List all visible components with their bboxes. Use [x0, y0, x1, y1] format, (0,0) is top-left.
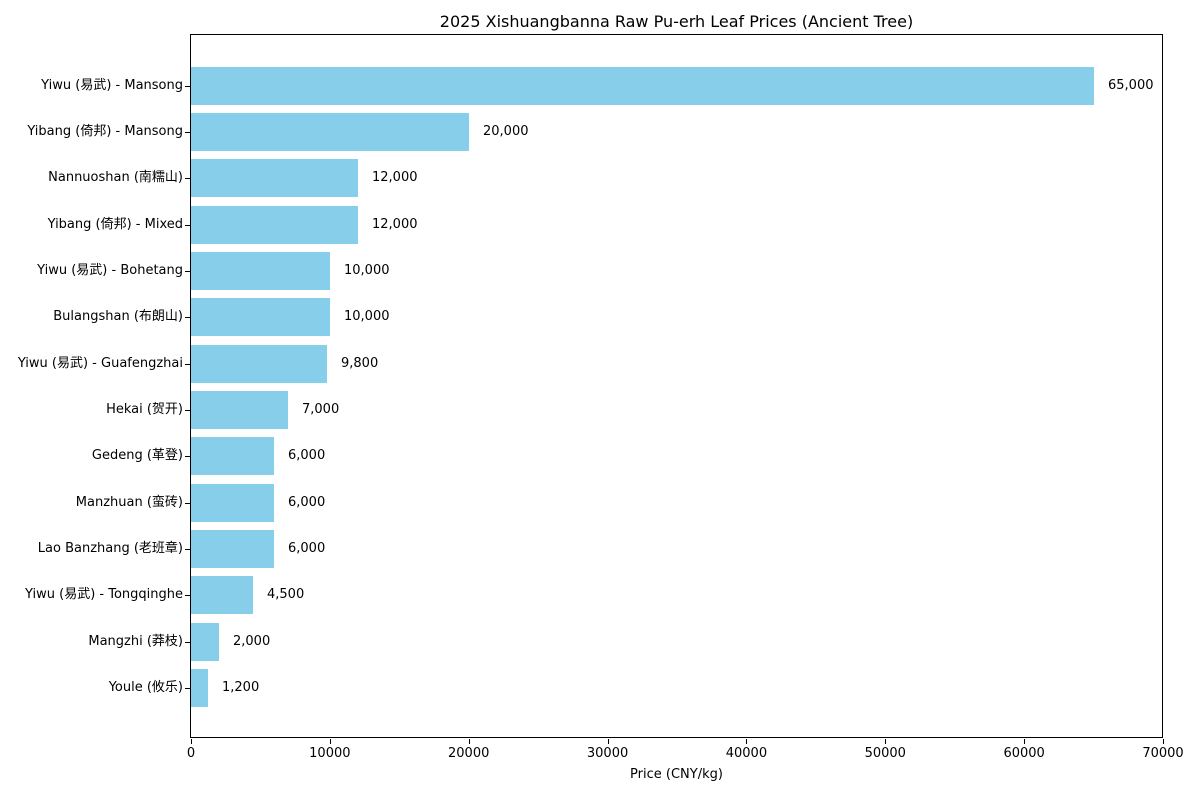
category-label: Bulangshan (布朗山): [53, 309, 183, 325]
category-label: Manzhuan (蛮砖): [75, 494, 183, 510]
x-axis-label: Price (CNY/kg): [630, 767, 723, 782]
y-axis-tick: [185, 317, 190, 319]
x-axis-tick: [1024, 739, 1026, 744]
bar: [191, 159, 358, 198]
category-label: Yiwu (易武) - Mansong: [41, 77, 183, 93]
bar-value-label: 1,200: [222, 680, 260, 696]
x-axis-tick: [746, 739, 748, 744]
plot-area: [190, 34, 1163, 738]
x-tick-label: 40000: [725, 746, 768, 761]
bar: [191, 112, 469, 151]
bar-value-label: 65,000: [1108, 77, 1154, 93]
y-axis-tick: [185, 595, 190, 597]
bar-value-label: 9,800: [341, 355, 379, 371]
x-tick-label: 20000: [448, 746, 490, 761]
y-axis-tick: [185, 270, 190, 272]
bar: [191, 344, 327, 383]
bar: [191, 298, 330, 337]
bar-value-label: 4,500: [267, 587, 305, 603]
bar-value-label: 20,000: [483, 123, 529, 139]
y-axis-tick: [185, 224, 190, 226]
category-label: Yibang (倚邦) - Mansong: [27, 123, 183, 139]
x-tick-label: 10000: [309, 746, 351, 761]
bar-value-label: 12,000: [372, 216, 418, 232]
x-axis-tick: [468, 739, 470, 744]
bar: [191, 66, 1094, 105]
category-label: Mangzhi (莽枝): [88, 633, 183, 649]
y-axis-tick: [185, 502, 190, 504]
category-label: Youle (攸乐): [108, 680, 183, 696]
x-tick-label: 60000: [1003, 746, 1045, 761]
category-label: Yiwu (易武) - Guafengzhai: [17, 355, 183, 371]
bar-value-label: 6,000: [288, 541, 326, 556]
y-axis-tick: [185, 688, 190, 690]
category-label: Yiwu (易武) - Tongqinghe: [25, 587, 183, 603]
bar: [191, 669, 208, 708]
y-axis-tick: [185, 549, 190, 550]
category-label: Nannuoshan (南糯山): [48, 170, 183, 186]
x-tick-label: 70000: [1142, 746, 1184, 761]
bar-value-label: 7,000: [302, 401, 340, 417]
bar: [191, 483, 274, 522]
bar: [191, 205, 358, 244]
category-label: Lao Banzhang (老班章): [37, 541, 183, 556]
chart-title: 2025 Xishuangbanna Raw Pu-erh Leaf Price…: [439, 12, 914, 31]
x-axis-tick: [191, 739, 192, 744]
x-axis-tick: [885, 739, 887, 744]
x-axis-tick: [329, 739, 331, 744]
bar: [191, 622, 219, 661]
y-axis-tick: [185, 456, 190, 458]
bar-value-label: 6,000: [288, 448, 326, 464]
y-axis-tick: [185, 85, 190, 87]
y-axis-tick: [185, 409, 190, 411]
category-label: Hekai (贺开): [106, 401, 183, 417]
y-axis-tick: [185, 178, 190, 180]
category-label: Yibang (倚邦) - Mixed: [47, 216, 183, 232]
x-tick-label: 30000: [586, 746, 629, 761]
bar-value-label: 12,000: [372, 170, 418, 186]
bar-value-label: 6,000: [288, 494, 326, 510]
category-label: Yiwu (易武) - Bohetang: [37, 262, 183, 278]
y-axis-tick: [185, 363, 190, 365]
x-axis-tick: [1163, 739, 1164, 744]
bar: [191, 251, 330, 290]
bar-value-label: 10,000: [344, 309, 390, 325]
bar-value-label: 10,000: [344, 262, 390, 278]
bar: [191, 576, 253, 615]
category-label: Gedeng (革登): [91, 448, 183, 464]
y-axis-tick: [185, 641, 190, 643]
x-axis-tick: [607, 739, 609, 744]
bar: [191, 530, 274, 568]
bar-value-label: 2,000: [233, 633, 271, 649]
bar: [191, 390, 288, 429]
x-tick-label: 0: [186, 746, 196, 761]
x-tick-label: 50000: [864, 746, 906, 761]
bar: [191, 437, 274, 476]
y-axis-tick: [185, 131, 190, 133]
